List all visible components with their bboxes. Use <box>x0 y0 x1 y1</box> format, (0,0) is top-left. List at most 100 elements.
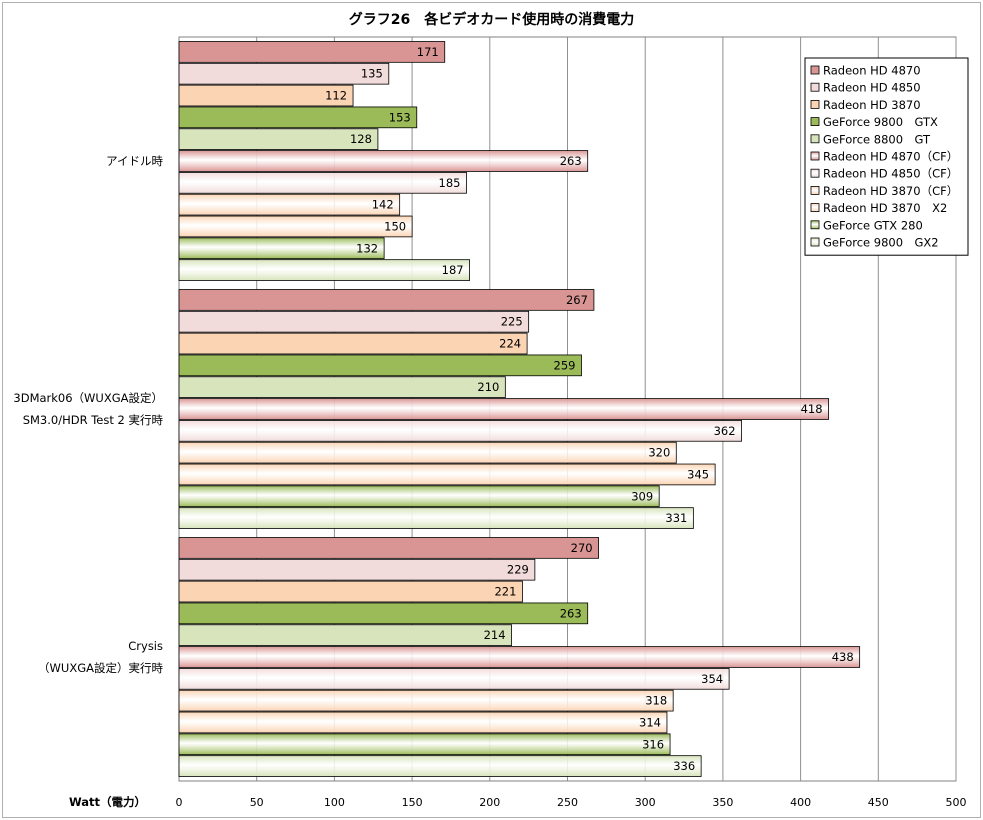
legend-entry: Radeon HD 3870（CF） <box>823 184 958 198</box>
bar-value-label: 214 <box>484 628 506 642</box>
bar-value-label: 418 <box>801 402 823 416</box>
bar <box>178 537 599 559</box>
bar <box>178 646 861 668</box>
bar <box>178 332 528 355</box>
bar-value-label: 112 <box>325 89 347 103</box>
bar <box>178 602 589 625</box>
bar <box>178 62 390 85</box>
x-tick-label: 350 <box>712 796 733 809</box>
bar-value-label: 331 <box>665 511 687 525</box>
bar-value-label: 259 <box>554 358 576 372</box>
bar <box>178 558 536 581</box>
legend-entry: Radeon HD 3870 <box>823 98 921 112</box>
category-label: 3DMark06（WUXGA設定） <box>13 391 163 405</box>
bar <box>178 259 470 281</box>
bar <box>178 354 582 377</box>
x-axis-title: Watt（電力） <box>69 795 146 809</box>
bar-value-label: 336 <box>673 759 695 773</box>
legend-swatch <box>810 65 820 75</box>
category-label: アイドル時 <box>106 154 163 168</box>
x-tick-label: 300 <box>635 796 656 809</box>
legend-swatch <box>810 185 820 195</box>
bar <box>178 310 530 333</box>
legend-entry: Radeon HD 3870 X2 <box>823 201 947 215</box>
bar <box>178 711 668 734</box>
bar-value-label: 187 <box>442 263 464 277</box>
bars: 171 135 112 153 128 263 185 142 150 132 187 267 225 2… <box>178 41 861 777</box>
bar-value-label: 263 <box>560 606 582 620</box>
bar-value-label: 316 <box>642 737 664 751</box>
bar-value-label: 135 <box>361 67 383 81</box>
x-axis-ticks: 0 50 100 150 200 250 300 350 400 450 500 <box>176 796 967 809</box>
legend-swatch <box>810 117 820 126</box>
legend-swatch <box>810 134 820 144</box>
bar-value-label: 318 <box>645 694 667 708</box>
bar <box>178 215 413 238</box>
bar-value-label: 171 <box>417 45 439 59</box>
legend-box <box>804 57 969 256</box>
legend-swatch <box>810 151 820 161</box>
bar <box>178 193 401 216</box>
x-tick-label: 200 <box>479 796 500 809</box>
legend-entry: GeForce GTX 280 <box>823 218 923 232</box>
legend-swatch <box>810 203 820 213</box>
bar <box>178 84 354 107</box>
bar <box>178 376 506 398</box>
legend-swatch <box>810 168 820 178</box>
bar <box>178 755 702 777</box>
bar <box>178 420 742 442</box>
bar-value-label: 210 <box>477 380 499 394</box>
bar-value-label: 132 <box>356 241 378 255</box>
legend-entry: GeForce 8800 GT <box>823 132 931 146</box>
bar-value-label: 224 <box>499 337 521 351</box>
legend-entry: GeForce 9800 GTX <box>823 115 938 129</box>
bar-value-label: 185 <box>439 176 461 190</box>
x-tick-label: 150 <box>402 796 423 809</box>
bar <box>178 507 694 529</box>
bar-value-label: 320 <box>648 446 670 460</box>
bar-value-label: 142 <box>372 198 394 212</box>
bar <box>178 128 379 150</box>
bar-value-label: 225 <box>501 315 523 329</box>
category-label: （WUXGA設定）実行時 <box>38 661 163 675</box>
bar <box>178 441 677 464</box>
bar <box>178 624 512 646</box>
bar-value-label: 309 <box>631 489 653 503</box>
category-label: SM3.0/HDR Test 2 実行時 <box>23 413 164 427</box>
x-tick-label: 100 <box>324 796 345 809</box>
bar <box>178 106 418 129</box>
legend: Radeon HD 4870 Radeon HD 4850 Radeon HD 38… <box>804 57 969 256</box>
legend-entry: GeForce 9800 GX2 <box>823 236 939 250</box>
bar-value-label: 267 <box>566 293 588 307</box>
bar <box>178 237 385 260</box>
legend-entry: Radeon HD 4850 <box>823 81 921 95</box>
bar <box>178 172 467 194</box>
x-tick-label: 500 <box>946 796 967 809</box>
legend-swatch <box>810 82 820 92</box>
legend-swatch <box>810 220 820 230</box>
bar <box>178 398 829 420</box>
bar-value-label: 150 <box>384 219 406 233</box>
bar <box>178 485 660 508</box>
bar <box>178 41 446 63</box>
category-label: Crysis <box>128 639 163 653</box>
bar-value-label: 221 <box>494 585 516 599</box>
bar-value-label: 362 <box>714 424 736 438</box>
legend-entry: Radeon HD 4850（CF） <box>823 167 958 181</box>
chart-title: グラフ26 各ビデオカード使用時の消費電力 <box>348 12 635 28</box>
bar-value-label: 229 <box>507 563 529 577</box>
bar-value-label: 270 <box>571 541 593 555</box>
x-tick-label: 400 <box>790 796 811 809</box>
x-tick-label: 0 <box>176 796 183 809</box>
legend-entry: Radeon HD 4870 <box>823 64 921 78</box>
bar <box>178 668 730 690</box>
bar-value-label: 263 <box>560 154 582 168</box>
bar <box>178 289 595 311</box>
bar-value-label: 438 <box>832 650 854 664</box>
bar <box>178 580 523 603</box>
legend-swatch <box>810 237 820 247</box>
bar-value-label: 354 <box>701 672 723 686</box>
bar-value-label: 153 <box>389 110 411 124</box>
x-tick-label: 50 <box>250 796 264 809</box>
